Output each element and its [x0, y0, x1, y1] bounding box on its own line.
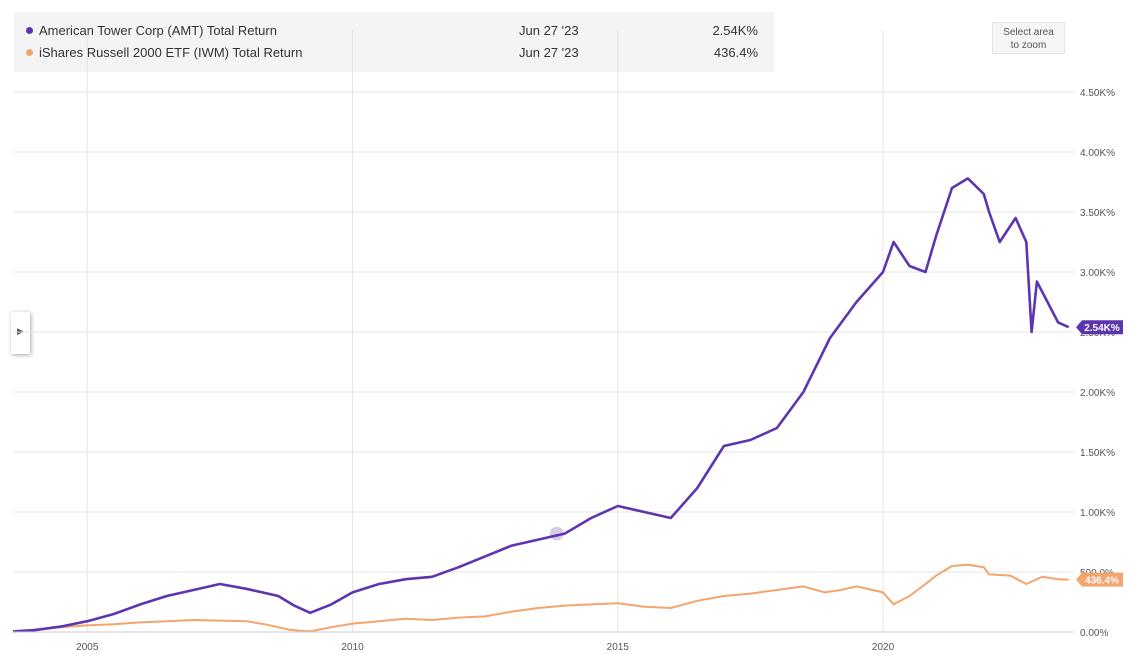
x-tick-label: 2020	[872, 642, 895, 653]
svg-text:2.54K%: 2.54K%	[1084, 323, 1120, 334]
end-label-iwm: 436.4%	[1076, 572, 1123, 587]
legend-date-iwm: Jun 27 '23	[519, 45, 579, 60]
x-tick-label: 2005	[76, 642, 99, 653]
legend-dot-iwm	[26, 49, 33, 56]
y-tick-label: 4.50K%	[1080, 88, 1115, 99]
hover-marker	[549, 526, 564, 541]
zoom-button-line1: Select area	[1003, 27, 1054, 38]
legend-value-amt: 2.54K%	[712, 23, 758, 38]
legend-name-amt: American Tower Corp (AMT) Total Return	[39, 23, 277, 38]
play-arrow-icon: ▶	[17, 326, 24, 336]
legend-dot-amt	[26, 27, 33, 34]
legend-item-amt[interactable]: American Tower Corp (AMT) Total Return J…	[14, 20, 774, 42]
legend-name-iwm: iShares Russell 2000 ETF (IWM) Total Ret…	[39, 45, 303, 60]
y-tick-label: 3.00K%	[1080, 268, 1115, 279]
legend-panel: American Tower Corp (AMT) Total Return J…	[14, 12, 774, 72]
y-tick-label: 0.00%	[1080, 628, 1108, 639]
series-line-amt	[12, 177, 1070, 633]
legend-date-amt: Jun 27 '23	[519, 23, 579, 38]
x-tick-label: 2015	[607, 642, 630, 653]
zoom-button-line2: to zoom	[1010, 40, 1047, 51]
svg-text:436.4%: 436.4%	[1085, 576, 1119, 587]
select-area-zoom-button[interactable]: Select area to zoom	[992, 22, 1065, 54]
end-label-amt: 2.54K%	[1076, 320, 1123, 335]
y-tick-label: 1.00K%	[1080, 508, 1115, 519]
y-tick-label: 3.50K%	[1080, 208, 1115, 219]
x-tick-label: 2010	[341, 642, 364, 653]
legend-value-iwm: 436.4%	[713, 45, 758, 60]
y-tick-label: 1.50K%	[1080, 448, 1115, 459]
series-line-iwm	[12, 563, 1069, 633]
y-tick-label: 2.00K%	[1080, 388, 1115, 399]
legend-item-iwm[interactable]: iShares Russell 2000 ETF (IWM) Total Ret…	[14, 42, 774, 64]
expand-panel-toggle[interactable]: ▶	[11, 312, 30, 354]
y-tick-label: 4.00K%	[1080, 148, 1115, 159]
